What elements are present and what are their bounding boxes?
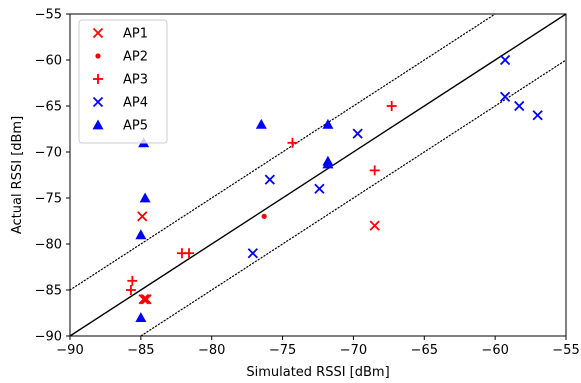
x-tick-label: −55 <box>552 343 579 358</box>
y-tick-label: −65 <box>35 100 62 115</box>
legend-label: AP4 <box>123 96 148 111</box>
data-point-ap4 <box>314 183 325 194</box>
data-point-ap1 <box>139 294 151 305</box>
y-tick-label: −85 <box>35 284 62 299</box>
x-tick-label: −60 <box>481 343 508 358</box>
data-point-ap4 <box>532 110 543 121</box>
legend-label: AP1 <box>123 27 148 42</box>
offset-line-plus <box>70 14 497 291</box>
data-point-ap3 <box>184 248 195 259</box>
series-ap2 <box>261 213 267 219</box>
legend-marker <box>93 74 103 84</box>
marker-triangle <box>135 312 147 322</box>
legend-item-ap3: AP3 <box>93 73 148 88</box>
marker-triangle <box>322 118 334 129</box>
y-tick-label: −70 <box>35 146 62 161</box>
x-tick-label: −70 <box>340 343 367 358</box>
marker-stroke <box>138 294 149 305</box>
marker-stroke <box>264 174 275 185</box>
data-point-ap1 <box>137 211 148 222</box>
y-tick-label: −80 <box>35 238 62 253</box>
x-tick-label: −65 <box>411 343 438 358</box>
marker-stroke <box>141 294 152 305</box>
y-tick-label: −75 <box>35 192 62 207</box>
marker-stroke <box>369 220 380 231</box>
marker-stroke <box>314 183 325 194</box>
legend: AP1 AP2 AP3 AP4 AP5 <box>78 19 168 144</box>
marker-triangle <box>135 229 147 240</box>
marker-stroke <box>352 128 363 139</box>
marker-stroke <box>139 294 151 305</box>
y-tick-label: −90 <box>35 330 62 345</box>
data-point-ap3 <box>386 101 397 111</box>
legend-item-ap4: AP4 <box>92 96 148 111</box>
series-ap3 <box>125 101 397 295</box>
data-point-ap1 <box>369 220 380 231</box>
legend-label: AP3 <box>123 73 148 88</box>
legend-marker <box>92 119 104 130</box>
data-point-ap3 <box>125 285 136 295</box>
y-axis: −90 −85 −80 −75 −70 −65 −60 −55 <box>35 8 70 345</box>
data-point-ap3 <box>127 275 138 286</box>
y-axis-title: Actual RSSI [dBm] <box>10 116 25 234</box>
marker-stroke <box>499 91 511 102</box>
legend-item-ap2: AP2 <box>95 50 148 65</box>
plot-frame <box>69 13 567 337</box>
x-tick-label: −75 <box>269 343 296 358</box>
data-point-ap1 <box>141 294 152 305</box>
marker-stroke <box>92 96 104 108</box>
legend-item-ap5: AP5 <box>92 119 148 134</box>
data-points <box>125 54 543 322</box>
data-point-ap3 <box>369 165 380 176</box>
data-point-ap4 <box>499 91 511 102</box>
data-point-ap4 <box>247 248 258 259</box>
marker-stroke <box>247 248 258 259</box>
series-ap1 <box>137 211 380 305</box>
data-point-ap2 <box>261 213 267 219</box>
legend-label: AP2 <box>123 50 148 65</box>
identity-line <box>70 14 566 336</box>
x-tick-label: −85 <box>127 343 154 358</box>
data-point-ap5 <box>322 158 334 169</box>
legend-marker <box>92 96 104 108</box>
data-point-ap5 <box>135 229 147 240</box>
x-tick-label: −90 <box>56 343 83 358</box>
y-tick-label: −60 <box>35 54 62 69</box>
data-point-ap5 <box>322 118 334 129</box>
data-point-ap4 <box>264 174 275 185</box>
data-point-ap4 <box>352 128 363 139</box>
series-ap4 <box>247 54 543 259</box>
marker-stroke <box>532 110 543 121</box>
legend-marker <box>92 27 104 39</box>
legend-box <box>78 19 168 144</box>
x-axis-title: Simulated RSSI [dBm] <box>246 365 389 380</box>
y-tick-label: −55 <box>35 8 62 23</box>
marker-triangle <box>255 118 267 129</box>
marker-triangle <box>92 119 104 130</box>
x-axis: −90 −85 −80 −75 −70 −65 −60 −55 <box>56 336 580 358</box>
data-point-ap3 <box>287 137 298 148</box>
marker-triangle <box>139 192 151 203</box>
data-point-ap5 <box>139 192 151 203</box>
legend-label: AP5 <box>123 119 148 134</box>
data-point-ap4 <box>514 100 525 112</box>
data-point-ap1 <box>138 294 149 305</box>
legend-item-ap1: AP1 <box>92 27 148 42</box>
x-tick-label: −80 <box>198 343 225 358</box>
marker-dot <box>261 213 267 219</box>
offset-line-minus <box>139 59 566 336</box>
marker-stroke <box>92 27 104 39</box>
marker-stroke <box>499 54 511 66</box>
marker-dot <box>95 53 101 59</box>
marker-stroke <box>137 211 148 222</box>
data-point-ap5 <box>255 118 267 129</box>
data-point-ap4 <box>499 54 511 66</box>
marker-stroke <box>514 100 525 112</box>
data-point-ap5 <box>135 312 147 322</box>
legend-marker <box>95 53 101 59</box>
marker-triangle <box>322 158 334 169</box>
reference-lines <box>70 14 566 336</box>
